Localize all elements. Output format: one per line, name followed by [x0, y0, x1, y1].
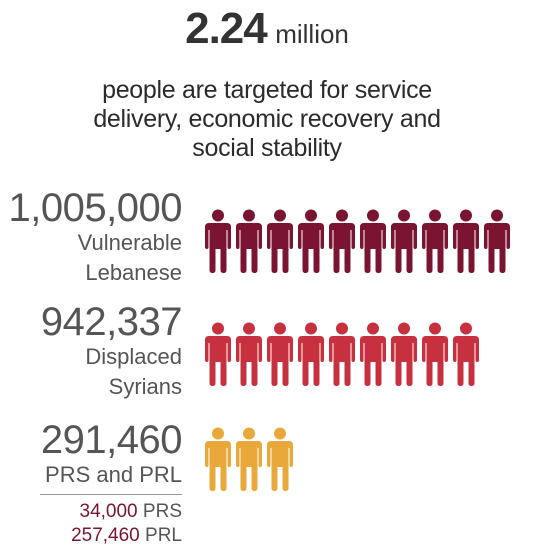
person-icon [205, 209, 231, 273]
headline: 2.24 million [0, 4, 534, 54]
subhead-line: delivery, economic recovery and [93, 105, 441, 133]
person-icon [360, 209, 386, 273]
person-icon [236, 322, 262, 386]
prs-prl-icons [203, 427, 295, 491]
syrians-icons [203, 322, 481, 386]
group-lebanese: 1,005,000 Vulnerable Lebanese [0, 186, 534, 296]
subhead: people are targeted for service delivery… [30, 76, 504, 163]
headline-unit: million [275, 19, 349, 49]
prl-value: 257,460 [71, 525, 140, 546]
person-icon [236, 427, 262, 491]
person-icon [329, 322, 355, 386]
prs-value: 34,000 [79, 501, 138, 522]
person-icon [205, 427, 231, 491]
syrians-label-line1: Displaced [85, 344, 182, 369]
subhead-line: people are targeted for service [102, 76, 432, 104]
prs-prl-divider [40, 494, 182, 495]
person-icon [484, 209, 510, 273]
person-icon [267, 427, 293, 491]
person-icon [453, 209, 479, 273]
lebanese-icons [203, 209, 512, 273]
group-prs-prl: 291,460 PRS and PRL 34,000 PRS 257,460 P… [0, 418, 534, 555]
person-icon [453, 322, 479, 386]
prs-prl-label: PRS and PRL [45, 462, 182, 487]
person-icon [391, 322, 417, 386]
person-icon [298, 322, 324, 386]
prl-label: PRL [145, 525, 182, 546]
prl-breakdown: 257,460 PRL [71, 524, 182, 548]
person-icon [422, 209, 448, 273]
lebanese-label-line2: Lebanese [85, 260, 182, 285]
syrians-value: 942,337 [40, 300, 183, 344]
person-icon [391, 209, 417, 273]
prs-prl-value: 291,460 [40, 418, 183, 462]
person-icon [298, 209, 324, 273]
syrians-label-line2: Syrians [108, 374, 182, 399]
prs-label: PRS [142, 501, 182, 522]
person-icon [267, 322, 293, 386]
person-icon [422, 322, 448, 386]
person-icon [360, 322, 386, 386]
group-syrians: 942,337 Displaced Syrians [0, 300, 534, 410]
lebanese-label-line1: Vulnerable [77, 230, 182, 255]
lebanese-value: 1,005,000 [8, 186, 183, 230]
prs-breakdown: 34,000 PRS [80, 500, 182, 524]
subhead-line: social stability [192, 134, 342, 162]
person-icon [236, 209, 262, 273]
headline-value: 2.24 [185, 4, 268, 53]
person-icon [267, 209, 293, 273]
person-icon [205, 322, 231, 386]
person-icon [329, 209, 355, 273]
